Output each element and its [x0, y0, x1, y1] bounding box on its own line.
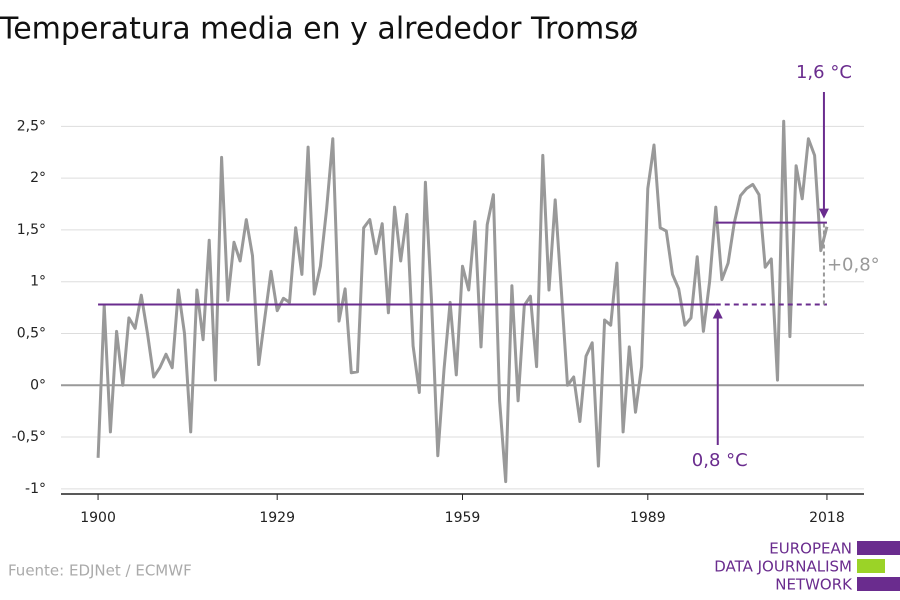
x-tick-label: 1989	[630, 510, 666, 526]
y-tick-label: 0°	[30, 377, 46, 393]
y-tick-label: 1°	[30, 274, 46, 290]
logo-bar	[857, 541, 900, 555]
source: Fuente: EDJNet / ECMWF	[8, 562, 192, 580]
x-tick-label: 1929	[259, 510, 295, 526]
x-tick-label: 2018	[809, 510, 845, 526]
logo-text: DATA JOURNALISM	[714, 558, 852, 576]
arrow-head	[712, 308, 723, 319]
difference-label: +0,8°	[827, 255, 880, 276]
chart-title: Temperatura media en y alrededor Tromsø	[0, 12, 638, 47]
arrow-head	[818, 208, 829, 219]
data-line	[96, 119, 829, 484]
y-tick-label: 2,5°	[17, 118, 46, 134]
y-tick-label: -1°	[25, 481, 46, 497]
x-tick-label: 1959	[445, 510, 481, 526]
logo-text: NETWORK	[775, 576, 853, 594]
logo-bar	[857, 559, 885, 573]
annotation: 1,6 °C	[796, 62, 852, 83]
y-tick-label: 1,5°	[17, 222, 46, 238]
logo-bar	[857, 577, 900, 591]
y-tick-label: -0,5°	[12, 429, 46, 445]
x-tick-label: 1900	[80, 510, 116, 526]
logo-text: EUROPEAN	[769, 540, 852, 558]
y-tick-label: 0,5°	[17, 325, 46, 341]
y-tick-label: 2°	[30, 170, 46, 186]
annotation: 0,8 °C	[692, 450, 748, 471]
logo: EUROPEAN DATA JOURNALISM NETWORK	[714, 540, 900, 594]
